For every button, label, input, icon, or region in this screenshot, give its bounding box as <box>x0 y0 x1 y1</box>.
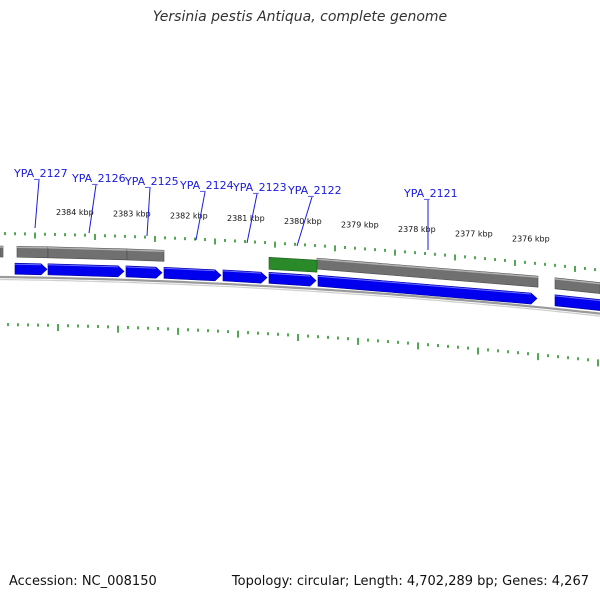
gene-leader-line <box>296 196 313 247</box>
accession-text: Accession: NC_008150 <box>9 574 157 589</box>
cds-arrow <box>47 263 125 278</box>
gene-track-bar <box>126 248 165 262</box>
scale-label: 2380 kbp <box>284 217 322 226</box>
cds-arrow-highlight <box>554 295 600 302</box>
gene-track-bar <box>0 245 4 258</box>
gene-track-highlight <box>126 249 165 253</box>
gene-leader-line <box>34 179 40 229</box>
gene-label-ypa_2127: YPA_2127 <box>13 167 68 180</box>
cds-arrow-highlight <box>125 266 157 269</box>
cds-arrow <box>14 262 48 276</box>
gene-label-ypa_2121: YPA_2121 <box>403 187 458 200</box>
genome-backbone <box>0 275 600 317</box>
genome-summary-text: Topology: circular; Length: 4,702,289 bp… <box>231 574 589 589</box>
cds-arrow <box>317 274 538 305</box>
scale-label: 2377 kbp <box>455 229 493 238</box>
gene-track-highlight <box>554 278 600 285</box>
gene-label-ypa_2125: YPA_2125 <box>124 175 179 188</box>
scale-label: 2376 kbp <box>512 235 550 244</box>
scale-ticks-top <box>4 232 596 272</box>
gene-leader-line <box>246 193 258 244</box>
gene-label-ypa_2126: YPA_2126 <box>71 172 126 185</box>
gene-label-ypa_2124: YPA_2124 <box>179 179 234 192</box>
scale-labels: 2384 kbp 2383 kbp 2382 kbp 2381 kbp 2380 kbp… <box>56 208 550 244</box>
scale-label: 2382 kbp <box>170 212 208 221</box>
scale-label: 2383 kbp <box>113 209 151 218</box>
cds-track <box>14 262 600 311</box>
cds-arrow-highlight <box>14 263 42 266</box>
gene-leader-line <box>146 187 151 237</box>
cds-arrow <box>125 265 163 279</box>
gene-labels: YPA_2127 YPA_2126 YPA_2125 YPA_2124 YPA_2123… <box>13 167 458 250</box>
gene-track <box>0 245 600 294</box>
gene-track-highlight <box>316 258 539 278</box>
cds-arrow-highlight <box>317 275 532 295</box>
cds-arrow-highlight <box>268 272 311 277</box>
gene-track-highlight <box>47 247 128 251</box>
scale-label: 2381 kbp <box>227 214 265 223</box>
gc-ticks-bottom <box>7 323 599 367</box>
gene-leader-line <box>88 184 97 234</box>
cds-arrow-highlight <box>222 270 262 274</box>
cds-arrow-highlight <box>47 264 119 268</box>
highlighted-gene-bar <box>268 256 318 273</box>
scale-label: 2379 kbp <box>341 221 379 230</box>
cds-arrow-highlight <box>163 267 216 272</box>
gene-track-highlight <box>16 246 49 249</box>
backbone-line <box>0 275 600 315</box>
gene-label-ypa_2122: YPA_2122 <box>287 184 342 197</box>
scale-label: 2378 kbp <box>398 225 436 234</box>
map-title: Yersinia pestis Antiqua, complete genome <box>152 9 448 25</box>
gene-label-ypa_2123: YPA_2123 <box>232 181 287 194</box>
scale-label: 2384 kbp <box>56 208 94 217</box>
cds-arrow <box>554 294 600 311</box>
backbone-shadow <box>0 278 600 317</box>
gene-leader-line <box>195 191 206 241</box>
cds-arrow <box>268 271 317 287</box>
